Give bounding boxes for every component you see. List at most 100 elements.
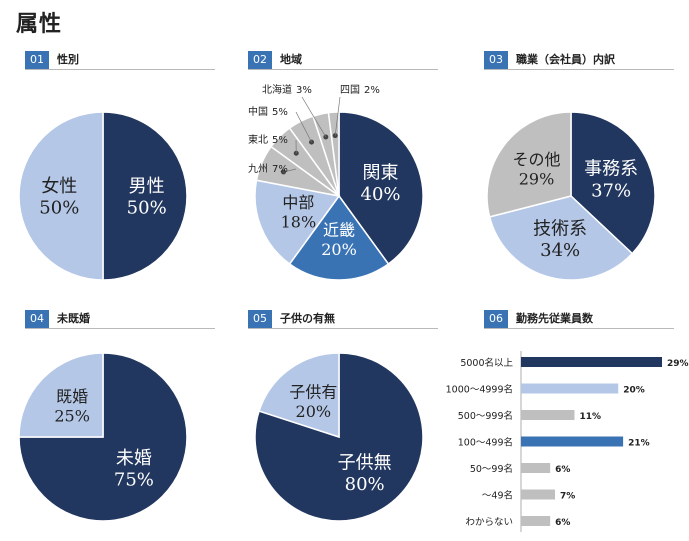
region-outer-label-5: 中国 5% bbox=[248, 105, 288, 118]
section-header-region: 02 地域 bbox=[248, 51, 438, 70]
section-header-gender: 01 性別 bbox=[25, 51, 215, 70]
region-outer-label-name: 中国 bbox=[248, 105, 268, 118]
gender-label-1-name: 女性 bbox=[41, 176, 77, 197]
children-label-1-name: 子供有 bbox=[289, 383, 337, 402]
marital-label-0-name: 未婚 bbox=[116, 448, 152, 469]
gender-label-1-value: 50% bbox=[39, 198, 79, 219]
bar-category-label: 500～999名 bbox=[458, 410, 513, 422]
marital-label-0: 未婚 75% bbox=[114, 448, 154, 491]
company-size-bar-chart: 5000名以上 29% 1000～4999名 20% 500～999名 11% 100～49… bbox=[446, 351, 689, 532]
bar-category-label: 1000～4999名 bbox=[446, 384, 513, 396]
region-label-2-name: 中部 bbox=[282, 193, 314, 212]
children-label-0-name: 子供無 bbox=[338, 452, 392, 473]
region-label-1-name: 近畿 bbox=[323, 221, 355, 240]
region-leader-line bbox=[334, 96, 341, 136]
region-label-0-value: 40% bbox=[361, 184, 401, 205]
bar-value-label: 20% bbox=[623, 386, 645, 396]
page-title: 属性 bbox=[16, 12, 63, 37]
section-header-company-size: 06 勤務先従業員数 bbox=[484, 310, 674, 329]
occupation-label-2-name: その他 bbox=[512, 150, 560, 169]
region-outer-label-name: 四国 bbox=[340, 84, 360, 96]
occupation-label-0-name: 事務系 bbox=[584, 159, 638, 180]
marital-slice-0 bbox=[18, 352, 188, 522]
region-slice-1 bbox=[288, 194, 390, 281]
bar-category-label: ～49名 bbox=[482, 490, 513, 502]
bar-value-label: 11% bbox=[579, 412, 601, 422]
region-slice-0 bbox=[338, 111, 424, 266]
gender-slice-0 bbox=[102, 111, 188, 281]
bar-6 bbox=[521, 516, 551, 526]
region-outer-label-value: 7% bbox=[272, 164, 288, 175]
bar-value-label: 29% bbox=[667, 359, 689, 369]
region-label-2: 中部 18% bbox=[281, 193, 317, 231]
bar-1 bbox=[521, 383, 619, 394]
section-number: 05 bbox=[248, 310, 272, 328]
bar-category-label: 50～99名 bbox=[470, 463, 513, 475]
bar-5 bbox=[521, 489, 556, 500]
region-label-1: 近畿 20% bbox=[321, 221, 357, 259]
region-outer-label-value: 5% bbox=[272, 107, 288, 118]
bar-category-label: 5000名以上 bbox=[460, 357, 513, 369]
region-label-2-value: 18% bbox=[281, 212, 317, 231]
marital-label-1: 既婚 25% bbox=[54, 387, 90, 425]
region-outer-label-7: 四国 2% bbox=[340, 84, 380, 96]
occupation-label-1-name: 技術系 bbox=[533, 218, 587, 239]
marital-pie: 未婚 75% 既婚 25% bbox=[18, 352, 188, 522]
bar-2 bbox=[521, 410, 575, 420]
occupation-label-2-value: 29% bbox=[519, 169, 555, 188]
section-title: 勤務先従業員数 bbox=[516, 312, 593, 325]
gender-label-1: 女性 50% bbox=[39, 176, 79, 219]
bar-value-label: 7% bbox=[560, 492, 575, 502]
region-outer-label-6: 北海道 3% bbox=[262, 83, 312, 96]
bar-3 bbox=[521, 436, 624, 447]
section-title: 性別 bbox=[57, 53, 79, 66]
region-outer-label-3: 九州 7% bbox=[248, 163, 288, 175]
section-header-occupation: 03 職業（会社員）内訳 bbox=[484, 51, 674, 70]
bar-0 bbox=[521, 357, 662, 367]
bar-value-label: 6% bbox=[555, 465, 570, 475]
section-title: 子供の有無 bbox=[280, 312, 335, 325]
marital-label-1-name: 既婚 bbox=[56, 387, 88, 406]
region-outer-label-name: 九州 bbox=[248, 163, 268, 175]
occupation-label-2: その他 29% bbox=[512, 150, 560, 188]
occupation-label-1-value: 34% bbox=[540, 240, 580, 261]
gender-label-0-name: 男性 bbox=[129, 176, 165, 197]
region-outer-label-name: 北海道 bbox=[262, 83, 292, 96]
children-label-1: 子供有 20% bbox=[289, 383, 337, 421]
section-number: 02 bbox=[248, 51, 272, 69]
bar-category-label: わからない bbox=[465, 517, 513, 528]
children-pie: 子供無 80% 子供有 20% bbox=[254, 352, 424, 522]
occupation-slice-2 bbox=[486, 111, 572, 218]
marital-slice-1 bbox=[18, 352, 104, 438]
region-label-1-value: 20% bbox=[321, 240, 357, 259]
section-number: 06 bbox=[484, 310, 508, 328]
bar-value-label: 21% bbox=[628, 439, 650, 449]
region-label-0: 関東 40% bbox=[361, 163, 401, 206]
gender-label-0: 男性 50% bbox=[127, 176, 167, 219]
bar-4 bbox=[521, 463, 551, 473]
region-outer-label-value: 5% bbox=[272, 135, 288, 146]
region-outer-label-value: 3% bbox=[296, 85, 312, 96]
region-outer-label-value: 2% bbox=[364, 85, 380, 96]
children-slice-1 bbox=[258, 352, 340, 439]
section-title: 未既婚 bbox=[57, 312, 90, 325]
region-leader-line bbox=[283, 168, 297, 173]
section-title: 地域 bbox=[280, 53, 302, 66]
children-label-0-value: 80% bbox=[345, 474, 385, 495]
region-outer-label-4: 東北 5% bbox=[248, 133, 288, 146]
occupation-slice-0 bbox=[570, 111, 656, 255]
marital-label-1-value: 25% bbox=[54, 406, 90, 425]
gender-pie: 男性 50%女性 50% bbox=[18, 111, 188, 281]
region-outer-label-name: 東北 bbox=[248, 133, 268, 146]
gender-label-0-value: 50% bbox=[127, 198, 167, 219]
children-label-1-value: 20% bbox=[296, 402, 332, 421]
section-title: 職業（会社員）内訳 bbox=[516, 53, 615, 66]
occupation-pie: 事務系 37% 技術系 34% その他 29% bbox=[486, 111, 656, 281]
occupation-slice-1 bbox=[488, 195, 634, 281]
region-label-0-name: 関東 bbox=[363, 163, 399, 184]
region-leader-line bbox=[301, 96, 327, 138]
occupation-label-0: 事務系 37% bbox=[584, 159, 638, 202]
occupation-label-1: 技術系 34% bbox=[533, 218, 587, 261]
section-header-marital: 04 未既婚 bbox=[25, 310, 215, 329]
